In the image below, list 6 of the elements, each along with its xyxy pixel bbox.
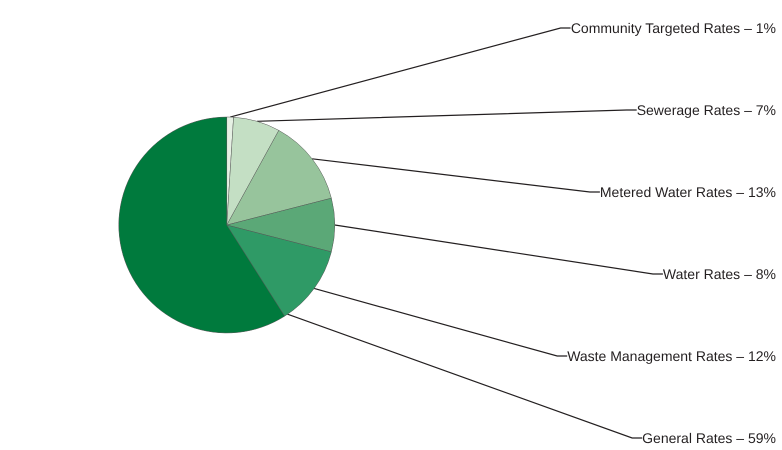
slice-label: Sewerage Rates – 7%	[636, 102, 776, 118]
slice-label: Metered Water Rates – 13%	[600, 184, 776, 200]
slice-label: Waste Management Rates – 12%	[567, 348, 776, 364]
slice-label: Water Rates – 8%	[662, 266, 776, 282]
slice-label: Community Targeted Rates – 1%	[570, 20, 776, 36]
slice-label: General Rates – 59%	[642, 430, 776, 446]
